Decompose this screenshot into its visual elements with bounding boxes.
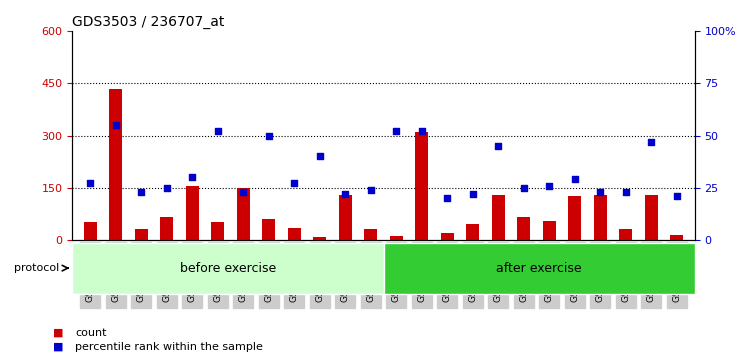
Bar bbox=[262, 219, 275, 240]
Point bbox=[467, 191, 479, 197]
Point bbox=[416, 129, 428, 134]
Bar bbox=[339, 195, 351, 240]
Text: before exercise: before exercise bbox=[179, 262, 276, 275]
Point bbox=[263, 133, 275, 138]
Bar bbox=[185, 186, 198, 240]
Text: protocol: protocol bbox=[14, 263, 59, 273]
Point bbox=[161, 185, 173, 190]
Bar bbox=[211, 222, 224, 240]
Bar bbox=[415, 132, 428, 240]
Point bbox=[288, 181, 300, 186]
Point bbox=[569, 177, 581, 182]
Text: ■: ■ bbox=[53, 342, 63, 352]
Point bbox=[645, 139, 657, 145]
Point bbox=[517, 185, 529, 190]
Bar bbox=[110, 89, 122, 240]
Bar bbox=[364, 229, 377, 240]
Text: count: count bbox=[75, 328, 107, 338]
Text: after exercise: after exercise bbox=[496, 262, 582, 275]
Point bbox=[620, 189, 632, 195]
Point bbox=[391, 129, 403, 134]
Bar bbox=[313, 237, 326, 240]
Point bbox=[543, 183, 555, 188]
Bar bbox=[671, 234, 683, 240]
Point bbox=[237, 189, 249, 195]
Point bbox=[339, 191, 351, 197]
FancyBboxPatch shape bbox=[72, 242, 384, 294]
Text: percentile rank within the sample: percentile rank within the sample bbox=[75, 342, 263, 352]
Bar bbox=[288, 228, 300, 240]
Bar bbox=[620, 229, 632, 240]
Point bbox=[594, 189, 606, 195]
Bar bbox=[466, 224, 479, 240]
Bar bbox=[543, 221, 556, 240]
FancyBboxPatch shape bbox=[384, 242, 695, 294]
Point bbox=[186, 175, 198, 180]
Bar bbox=[492, 195, 505, 240]
Bar bbox=[84, 222, 97, 240]
Point bbox=[671, 193, 683, 199]
Point bbox=[135, 189, 147, 195]
Bar bbox=[441, 233, 454, 240]
Point bbox=[314, 154, 326, 159]
Point bbox=[442, 195, 454, 201]
Text: ■: ■ bbox=[53, 328, 63, 338]
Bar bbox=[390, 236, 403, 240]
Bar bbox=[517, 217, 530, 240]
Bar bbox=[161, 217, 173, 240]
Point bbox=[110, 122, 122, 128]
Bar bbox=[237, 188, 249, 240]
Bar bbox=[569, 196, 581, 240]
Point bbox=[84, 181, 96, 186]
Point bbox=[365, 187, 377, 193]
Point bbox=[492, 143, 504, 149]
Point bbox=[212, 129, 224, 134]
Text: GDS3503 / 236707_at: GDS3503 / 236707_at bbox=[72, 15, 225, 29]
Bar bbox=[135, 229, 148, 240]
Bar bbox=[645, 195, 658, 240]
Bar bbox=[594, 195, 607, 240]
